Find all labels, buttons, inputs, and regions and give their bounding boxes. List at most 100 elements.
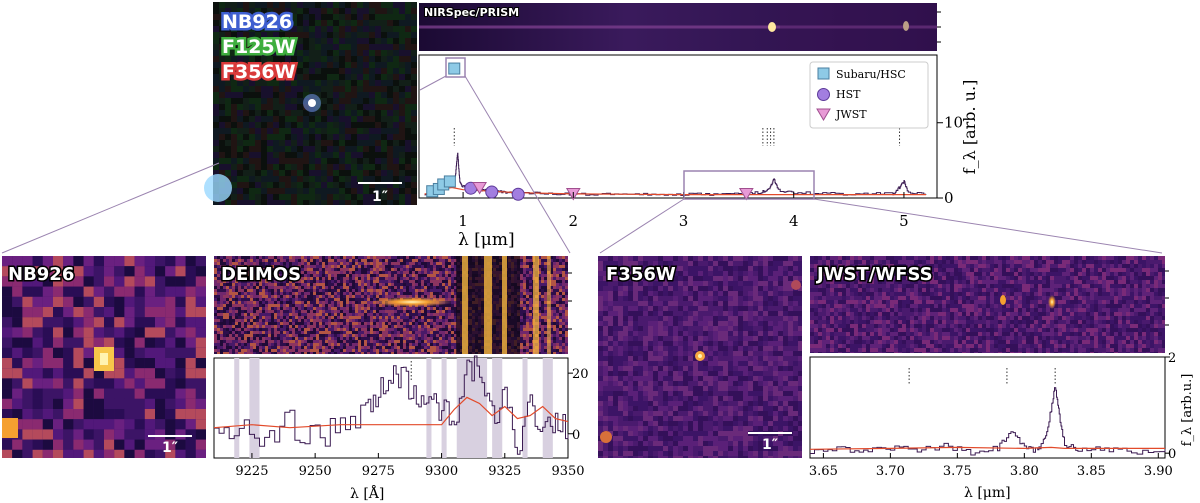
noise-pixel bbox=[448, 280, 451, 283]
noise-pixel bbox=[238, 268, 241, 271]
noise-pixel bbox=[114, 439, 125, 450]
noise-pixel bbox=[295, 262, 298, 265]
noise-pixel bbox=[367, 313, 370, 316]
noise-pixel bbox=[316, 286, 319, 289]
noise-pixel bbox=[394, 265, 397, 268]
noise-pixel bbox=[367, 340, 370, 343]
noise-pixel bbox=[259, 337, 262, 340]
noise-pixel bbox=[379, 319, 382, 322]
noise-pixel bbox=[73, 327, 84, 338]
noise-pixel bbox=[339, 110, 345, 116]
noise-pixel bbox=[406, 283, 409, 286]
noise-pixel bbox=[316, 334, 319, 337]
noise-pixel bbox=[63, 419, 74, 430]
noise-pixel bbox=[375, 14, 381, 20]
noise-pixel bbox=[73, 337, 84, 348]
noise-pixel bbox=[291, 188, 297, 194]
noise-pixel bbox=[53, 317, 64, 328]
noise-pixel bbox=[291, 122, 297, 128]
noise-pixel bbox=[556, 304, 559, 307]
noise-pixel bbox=[409, 331, 412, 334]
noise-pixel bbox=[430, 286, 433, 289]
noise-pixel bbox=[333, 2, 339, 8]
noise-pixel bbox=[243, 8, 249, 14]
noise-pixel bbox=[265, 313, 268, 316]
noise-pixel bbox=[301, 295, 304, 298]
noise-pixel bbox=[373, 292, 376, 295]
noise-pixel bbox=[229, 310, 232, 313]
noise-pixel bbox=[412, 328, 415, 331]
noise-pixel bbox=[399, 74, 405, 80]
noise-pixel bbox=[367, 301, 370, 304]
noise-pixel bbox=[345, 176, 351, 182]
noise-pixel bbox=[313, 325, 316, 328]
noise-pixel bbox=[315, 158, 321, 164]
noise-pixel bbox=[279, 200, 285, 205]
noise-pixel bbox=[399, 146, 405, 152]
noise-pixel bbox=[220, 340, 223, 343]
noise-pixel bbox=[385, 265, 388, 268]
noise-pixel bbox=[369, 146, 375, 152]
noise-pixel bbox=[375, 104, 381, 110]
noise-pixel bbox=[220, 277, 223, 280]
noise-pixel bbox=[73, 358, 84, 369]
noise-pixel bbox=[556, 259, 559, 262]
noise-pixel bbox=[277, 274, 280, 277]
noise-pixel bbox=[328, 325, 331, 328]
noise-pixel bbox=[165, 296, 176, 307]
noise-pixel bbox=[144, 286, 155, 297]
noise-pixel bbox=[256, 319, 259, 322]
noise-pixel bbox=[559, 304, 562, 307]
noise-pixel bbox=[391, 277, 394, 280]
noise-pixel bbox=[421, 328, 424, 331]
noise-pixel bbox=[373, 295, 376, 298]
noise-pixel bbox=[382, 307, 385, 310]
noise-pixel bbox=[235, 280, 238, 283]
noise-pixel bbox=[124, 266, 135, 277]
noise-pixel bbox=[439, 265, 442, 268]
noise-pixel bbox=[244, 307, 247, 310]
noise-pixel bbox=[315, 26, 321, 32]
noise-pixel bbox=[394, 328, 397, 331]
noise-pixel bbox=[352, 274, 355, 277]
noise-pixel bbox=[331, 325, 334, 328]
noise-pixel bbox=[388, 310, 391, 313]
noise-pixel bbox=[250, 259, 253, 262]
noise-pixel bbox=[387, 38, 393, 44]
noise-pixel bbox=[399, 56, 405, 62]
noise-pixel bbox=[220, 310, 223, 313]
noise-pixel bbox=[445, 259, 448, 262]
noise-pixel bbox=[529, 280, 532, 283]
noise-pixel bbox=[352, 307, 355, 310]
noise-pixel bbox=[12, 439, 23, 450]
noise-pixel bbox=[361, 322, 364, 325]
noise-pixel bbox=[2, 256, 13, 267]
noise-pixel bbox=[375, 122, 381, 128]
noise-pixel bbox=[253, 316, 256, 319]
noise-pixel bbox=[225, 146, 231, 152]
noise-pixel bbox=[247, 334, 250, 337]
noise-pixel bbox=[520, 256, 523, 259]
noise-pixel bbox=[309, 146, 315, 152]
noise-pixel bbox=[155, 398, 166, 409]
noise-pixel bbox=[343, 307, 346, 310]
noise-pixel bbox=[267, 68, 273, 74]
noise-pixel bbox=[259, 295, 262, 298]
noise-pixel bbox=[285, 38, 291, 44]
noise-pixel bbox=[291, 158, 297, 164]
noise-pixel bbox=[241, 328, 244, 331]
noise-pixel bbox=[388, 262, 391, 265]
noise-pixel bbox=[351, 158, 357, 164]
noise-pixel bbox=[409, 259, 412, 262]
noise-pixel bbox=[261, 182, 267, 188]
noise-pixel bbox=[53, 327, 64, 338]
noise-pixel bbox=[520, 274, 523, 277]
noise-pixel bbox=[244, 286, 247, 289]
noise-pixel bbox=[405, 122, 411, 128]
noise-pixel bbox=[357, 176, 363, 182]
noise-pixel bbox=[523, 334, 526, 337]
noise-pixel bbox=[83, 439, 94, 450]
noise-pixel bbox=[291, 92, 297, 98]
noise-pixel bbox=[369, 26, 375, 32]
noise-pixel bbox=[346, 328, 349, 331]
